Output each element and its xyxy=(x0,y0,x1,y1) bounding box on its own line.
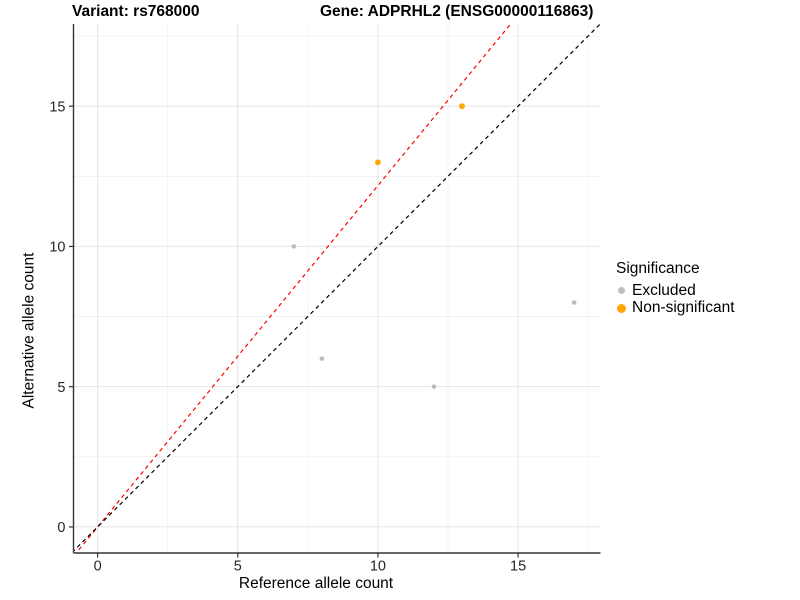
legend: Significance Excluded Non-significant xyxy=(616,260,735,317)
data-point-non-significant xyxy=(375,159,381,166)
data-point-excluded xyxy=(431,384,437,389)
data-point-excluded xyxy=(291,244,297,249)
y-axis-title: Alternative allele count xyxy=(20,252,38,409)
x-tick-label: 5 xyxy=(234,559,242,575)
legend-title: Significance xyxy=(616,260,700,277)
excluded-dot-icon xyxy=(618,287,625,295)
legend-dot-box xyxy=(616,287,627,295)
non-significant-dot-icon xyxy=(617,303,626,313)
x-tick-label: 15 xyxy=(510,559,526,575)
x-axis-title: Reference allele count xyxy=(238,575,394,592)
identity-line xyxy=(73,24,601,552)
legend-dot-box xyxy=(616,303,627,313)
y-tick-label: 10 xyxy=(49,240,65,256)
data-point-excluded xyxy=(571,300,577,305)
y-tick-label: 5 xyxy=(57,380,65,396)
x-tick-label: 10 xyxy=(370,559,386,575)
gene-title: Gene: ADPRHL2 (ENSG00000116863) xyxy=(320,3,594,20)
legend-item-excluded: Excluded xyxy=(616,282,735,300)
legend-item-label: Non-significant xyxy=(632,299,735,317)
y-tick-label: 0 xyxy=(57,520,65,536)
data-point-excluded xyxy=(319,356,325,361)
y-tick-label: 15 xyxy=(49,99,65,115)
plot-panel xyxy=(73,24,601,553)
data-point-non-significant xyxy=(459,103,465,110)
legend-item-label: Excluded xyxy=(632,281,696,299)
variant-title: Variant: rs768000 xyxy=(72,3,200,20)
ratio-line xyxy=(75,24,512,553)
x-tick-label: 0 xyxy=(94,559,102,575)
legend-item-non-significant: Non-significant xyxy=(616,299,735,318)
